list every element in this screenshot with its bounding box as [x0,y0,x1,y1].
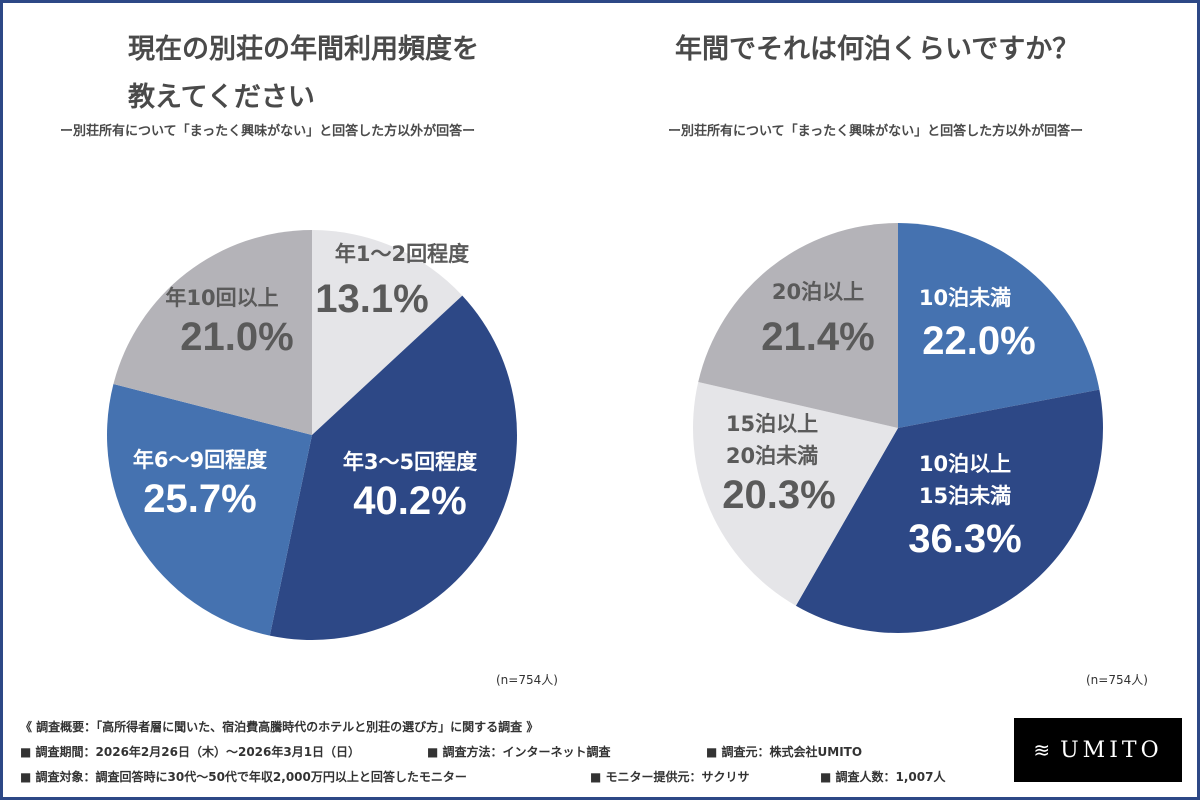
survey-provider: ■ モニター提供元：サクリサ [590,770,750,784]
slice-label-under10: 10泊未満 22.0% [894,282,1036,364]
slice-value: 25.7% [143,477,257,521]
pie-slice [106,384,312,636]
slice-label-10plus: 年10回以上 21.0% [150,282,293,360]
logo-text: UMITO [1060,737,1163,763]
slice-category: 年10回以上 [165,286,279,310]
survey-target: ■ 調査対象：調査回答時に30代～50代で年収2,000万円以上と回答したモニタ… [20,770,467,784]
left-chart-subtitle: ー別荘所有について「まったく興味がない」と回答した方以外が回答ー [60,124,476,139]
slice-label-3-5: 年3～5回程度 40.2% [343,446,477,524]
survey-method: ■ 調査方法：インターネット調査 [427,745,611,759]
slice-label-1-2: 年1～2回程度 13.1% [315,238,470,322]
pie-slice [693,382,898,606]
right-sample-size: (n=754人) [1086,673,1148,687]
slice-value: 22.0% [922,319,1036,363]
umito-logo: ≋ UMITO [1014,718,1182,782]
slice-category: 20泊未満 [725,444,819,468]
wave-icon: ≋ [1033,738,1055,762]
right-chart-title: 年間でそれは何泊くらいですか？ [675,34,1080,65]
pie-slice [113,230,312,435]
survey-source: ■ 調査元：株式会社UMITO [706,745,863,759]
survey-period: ■ 調査期間：2026年2月26日（木）～2026年3月1日（日） [20,745,361,759]
slice-value: 21.0% [180,315,294,359]
slice-label-15-20: 15泊以上 20泊未満 20.3% [708,408,835,518]
survey-overview: 《 調査概要：「高所得者層に聞いた、宿泊費高騰時代のホテルと別荘の選び方」に関す… [20,720,539,734]
left-title-line-1: 現在の別荘の年間利用頻度を [128,34,479,65]
left-chart-title: 現在の別荘の年間利用頻度を 教えてください [128,26,479,122]
slice-category: 10泊未満 [918,286,1012,310]
pie-slice [312,230,463,435]
right-chart-subtitle: ー別荘所有について「まったく興味がない」と回答した方以外が回答ー [668,124,1084,139]
slice-label-20plus: 20泊以上 21.4% [761,276,874,360]
slice-category: 15泊以上 [725,412,819,436]
left-title-line-2: 教えてください [128,82,315,113]
slice-category: 20泊以上 [771,280,865,304]
slice-category: 年3～5回程度 [342,450,478,474]
pie-slice [698,223,898,428]
survey-count: ■ 調査人数：1,007人 [820,770,946,784]
slice-category: 年1～2回程度 [334,242,470,266]
slice-label-10-15: 10泊以上 15泊未満 36.3% [908,448,1021,562]
left-sample-size: (n=754人) [496,673,558,687]
pie-slice [795,389,1103,634]
slice-value: 21.4% [761,315,875,359]
pie-slice [269,295,517,641]
slice-category: 15泊未満 [918,484,1012,508]
slice-value: 20.3% [722,473,836,517]
pie-chart-frequency [106,230,517,641]
slice-label-6-9: 年6～9回程度 25.7% [133,444,267,522]
slice-value: 40.2% [353,479,467,523]
slice-category: 10泊以上 [918,452,1012,476]
pie-chart-nights [693,223,1103,634]
slice-category: 年6～9回程度 [132,448,268,472]
slice-value: 36.3% [908,517,1022,561]
pie-slice [898,223,1100,428]
slice-value: 13.1% [315,277,429,321]
